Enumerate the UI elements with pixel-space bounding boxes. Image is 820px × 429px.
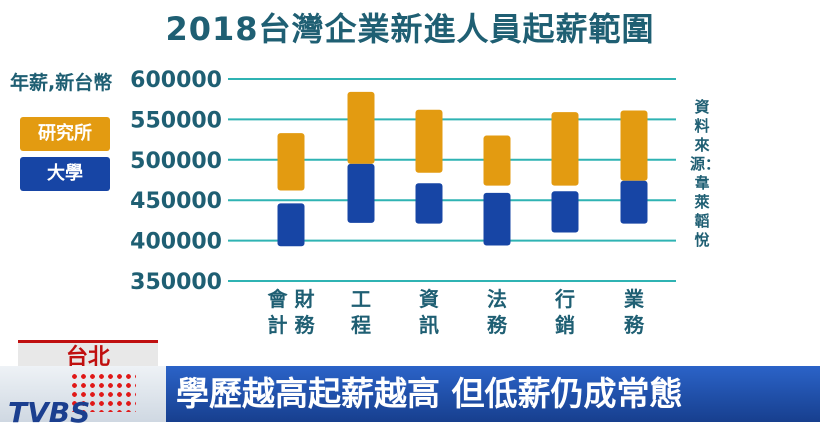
logo-dots-icon <box>70 372 136 412</box>
y-axis-label: 年薪,新台幣 <box>10 72 113 94</box>
undergrad-range-bar <box>415 183 443 224</box>
legend-undergraduate: 大學 <box>20 157 110 191</box>
graduate-range-bar <box>415 109 443 173</box>
channel-logo: TVBS <box>8 396 91 429</box>
graduate-range-bar <box>277 133 305 191</box>
graduate-range-bar <box>347 91 375 164</box>
x-category-label: 計 務 <box>268 313 316 337</box>
x-category-label: 訊 <box>419 313 439 337</box>
y-tick-label: 500000 <box>130 149 222 174</box>
y-tick-label: 400000 <box>130 230 222 255</box>
graduate-range-bar <box>551 112 579 186</box>
x-category-label: 業 <box>624 287 645 311</box>
undergrad-range-bar <box>620 180 648 224</box>
x-category-label: 法 <box>487 287 507 311</box>
legend-graduate: 研究所 <box>20 117 110 151</box>
y-tick-label: 350000 <box>130 270 222 295</box>
x-category-label: 務 <box>624 313 645 337</box>
x-category-label: 行 <box>554 287 575 311</box>
x-category-label: 會 財 <box>268 287 315 311</box>
undergrad-range-bar <box>483 192 511 246</box>
graduate-range-bar <box>620 110 648 181</box>
x-category-label: 銷 <box>555 313 575 337</box>
undergrad-range-bar <box>551 191 579 233</box>
news-headline: 學歷越高起薪越高 但低薪仍成常態 <box>166 366 820 422</box>
y-tick-label: 450000 <box>130 189 222 214</box>
x-category-label: 程 <box>351 313 371 337</box>
source-note: 資料來源：韋萊韜悅 <box>690 98 721 249</box>
undergrad-range-bar <box>347 163 375 223</box>
graduate-range-bar <box>483 135 511 186</box>
y-tick-label: 600000 <box>130 68 222 93</box>
x-category-label: 工 <box>351 287 371 311</box>
chart-title: 2018台灣企業新進人員起薪範圍 <box>165 10 655 48</box>
y-tick-label: 550000 <box>130 108 222 133</box>
x-category-label: 務 <box>487 313 508 337</box>
x-category-label: 資 <box>419 287 439 311</box>
undergrad-range-bar <box>277 203 305 247</box>
